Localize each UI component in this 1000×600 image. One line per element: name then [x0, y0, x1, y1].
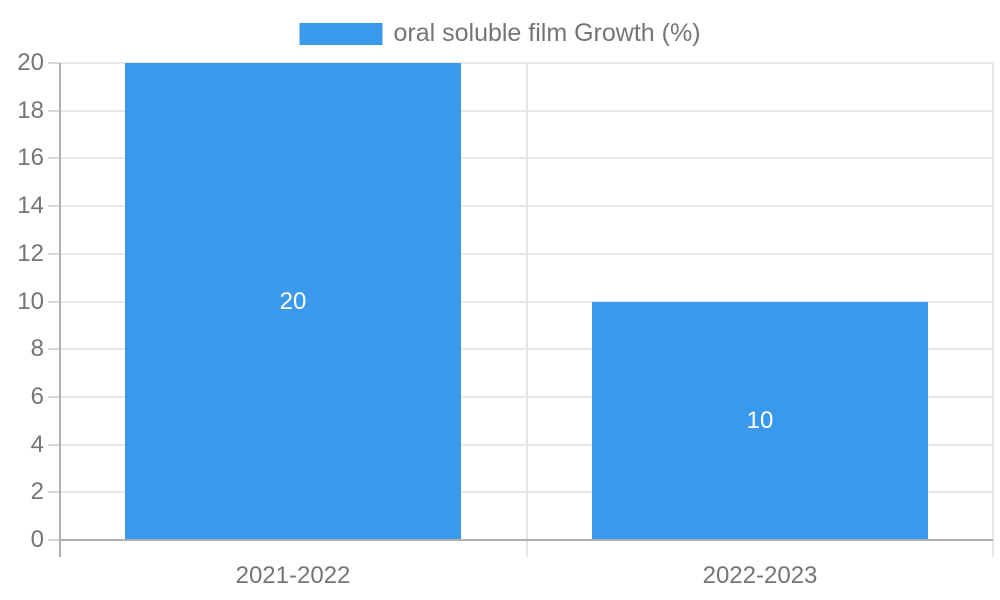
legend-swatch-icon — [299, 22, 383, 45]
y-axis-tick — [48, 396, 60, 398]
bar-2022-2023[interactable] — [592, 302, 928, 541]
y-axis-tick-label: 6 — [30, 383, 44, 410]
y-axis-tick — [48, 444, 60, 446]
y-axis-tick-label: 2 — [30, 478, 44, 505]
y-axis-tick — [48, 110, 60, 112]
y-axis-tick-label: 4 — [30, 431, 44, 458]
y-axis-tick — [48, 62, 60, 64]
legend-label: oral soluble film Growth (%) — [393, 19, 701, 47]
y-axis-tick — [48, 539, 60, 541]
y-axis-tick-label: 14 — [17, 192, 44, 219]
y-axis-tick — [48, 491, 60, 493]
y-axis-tick — [48, 157, 60, 159]
y-axis-tick — [48, 348, 60, 350]
bar-value-label: 20 — [279, 288, 307, 315]
x-axis-category-label: 2022-2023 — [702, 562, 818, 589]
y-axis-tick — [48, 205, 60, 207]
bar-value-label: 10 — [746, 407, 774, 434]
y-axis-tick-label: 18 — [17, 97, 44, 124]
y-axis-tick-label: 0 — [30, 526, 44, 553]
y-axis-tick — [48, 301, 60, 303]
gridline-vertical — [992, 63, 994, 557]
gridline-vertical — [526, 63, 528, 557]
y-axis-tick — [48, 253, 60, 255]
bar-2021-2022[interactable] — [125, 63, 461, 540]
y-axis-tick-label: 12 — [17, 240, 44, 267]
y-axis-tick-label: 20 — [17, 49, 44, 76]
x-axis-category-label: 2021-2022 — [235, 562, 351, 589]
y-axis-tick-label: 10 — [17, 288, 44, 315]
y-axis-line — [59, 63, 61, 557]
y-axis-tick-label: 16 — [17, 144, 44, 171]
legend[interactable]: oral soluble film Growth (%) — [299, 19, 701, 48]
x-axis-baseline — [59, 539, 993, 541]
y-axis-tick-label: 8 — [30, 335, 44, 362]
